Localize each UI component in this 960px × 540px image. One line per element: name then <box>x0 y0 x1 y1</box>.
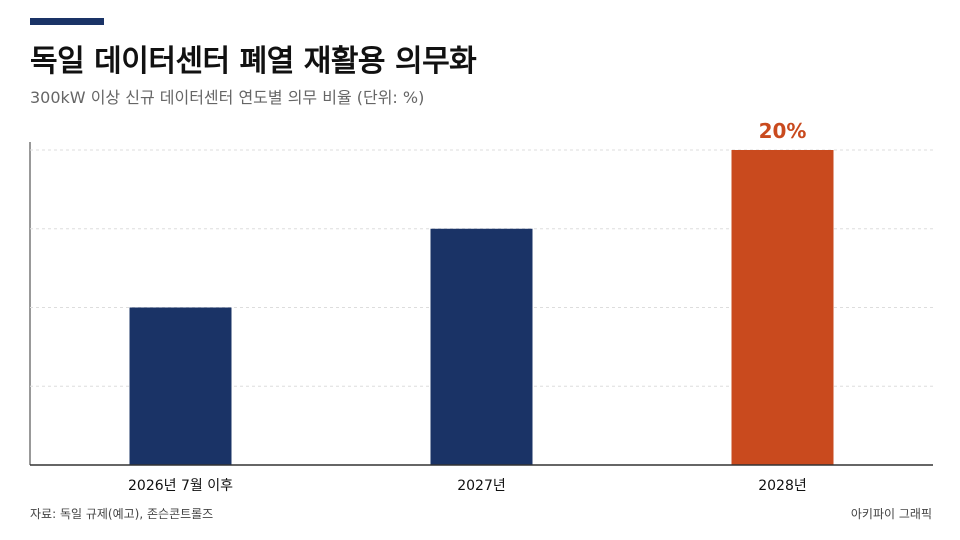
bar-3 <box>731 150 834 465</box>
graphic-credit: 아키파이 그래픽 <box>850 507 932 521</box>
bar-1 <box>129 307 232 465</box>
bar-2 <box>430 228 533 465</box>
page-subtitle: 300kW 이상 신규 데이터센터 연도별 의무 비율 (단위: %) <box>30 88 425 107</box>
source-note: 자료: 독일 규제(예고), 존슨콘트롤즈 <box>30 507 214 521</box>
page-title: 독일 데이터센터 폐열 재활용 의무화 <box>30 44 477 79</box>
x-tick-label: 2026년 7월 이후 <box>128 478 233 494</box>
data-label: 20% <box>759 119 807 143</box>
x-tick-label: 2027년 <box>457 478 506 494</box>
x-tick-label: 2028년 <box>758 478 807 494</box>
title-accent-bar <box>30 18 104 25</box>
